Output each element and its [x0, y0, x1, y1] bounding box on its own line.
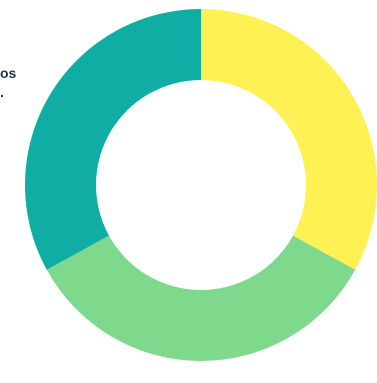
donut-slice-2: [46, 235, 356, 362]
legend-partial-text-1: os: [0, 65, 17, 81]
slices-group: [25, 9, 377, 362]
legend-partial-text-2: .: [0, 84, 4, 100]
donut-slice-3: [25, 9, 202, 270]
donut-slice-1: [201, 9, 377, 270]
